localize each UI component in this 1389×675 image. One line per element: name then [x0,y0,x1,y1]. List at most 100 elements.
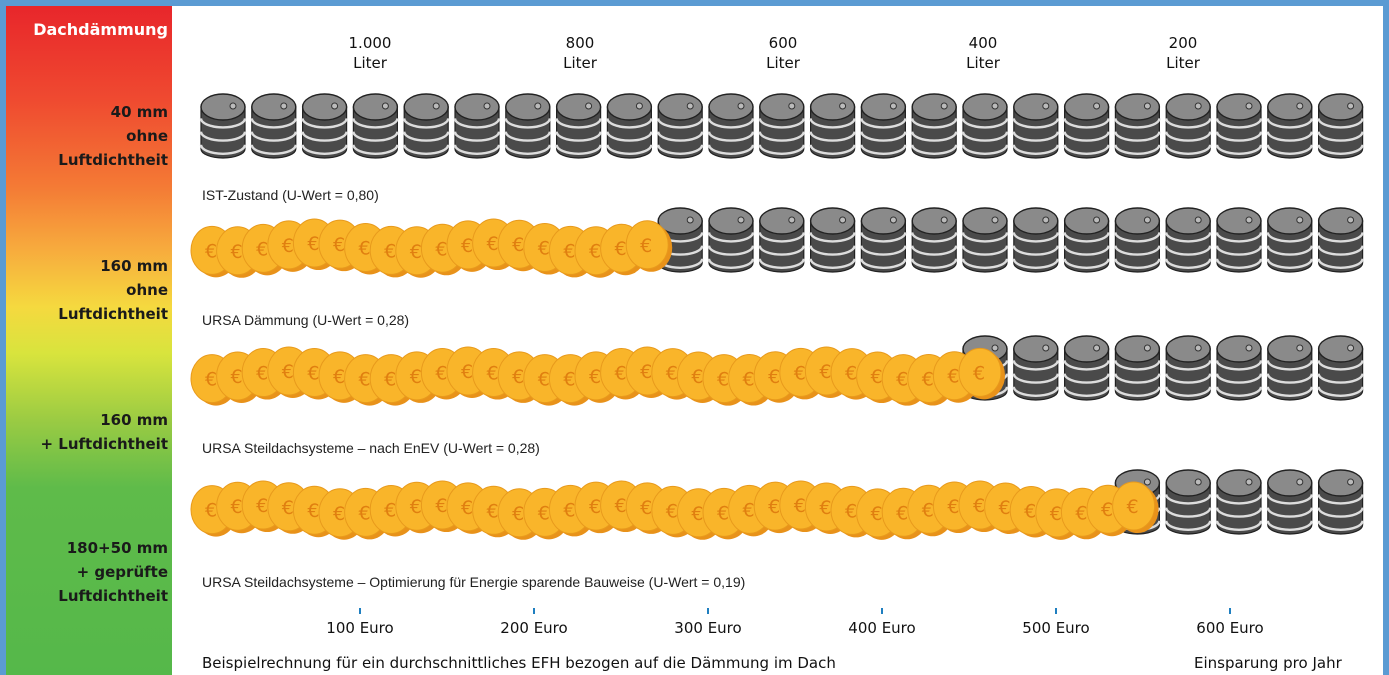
oil-barrel-icon [1317,469,1364,535]
axis-tick-label: 100 Euro [326,619,393,637]
oil-barrel-icon [1012,93,1059,159]
oil-barrel-icon [1165,469,1212,535]
oil-barrel-icon [1012,207,1059,273]
oil-barrel-icon [1215,93,1263,159]
svg-text:€: € [384,369,396,391]
level-line: Luftdichtheit [58,587,168,605]
oil-barrel-icon [1215,469,1263,535]
euro-coin-icon: € [625,220,673,272]
oil-barrel-icon [352,93,399,159]
oil-barrel-icon [961,207,1009,273]
row-label: URSA Dämmung (U-Wert = 0,28) [202,312,409,328]
axis-tick-label: 600 Euro [1196,619,1263,637]
svg-text:€: € [435,238,447,260]
row-label: URSA Steildachsysteme – Optimierung für … [202,574,745,590]
top-axis-tick-unit: Liter [966,54,1001,72]
oil-barrel-icon [1114,335,1161,401]
oil-barrel-icon [1063,335,1110,401]
svg-text:€: € [231,496,243,518]
oil-barrel-icon [1165,207,1212,273]
svg-text:€: € [589,366,601,388]
svg-text:€: € [743,499,755,521]
oil-barrel-icon [1266,93,1313,159]
oil-barrel-icon [606,93,653,159]
svg-text:€: € [666,363,678,385]
top-axis-tick-value: 200 [1169,34,1198,52]
oil-barrel-icon [301,93,348,159]
svg-text:€: € [871,503,883,525]
svg-text:€: € [307,233,319,255]
svg-text:€: € [538,238,550,260]
level-line: ohne [126,281,168,299]
oil-barrel-icon [961,93,1009,159]
svg-text:€: € [461,361,473,383]
svg-text:€: € [487,500,499,522]
svg-text:€: € [768,366,780,388]
level-line: Luftdichtheit [58,305,168,323]
svg-text:€: € [256,495,268,517]
svg-text:€: € [410,496,422,518]
svg-text:€: € [794,362,806,384]
oil-barrel-icon [758,207,805,273]
oil-barrel-icon [809,207,856,273]
oil-barrel-icon [250,93,297,159]
svg-text:€: € [819,361,831,383]
svg-text:€: € [640,361,652,383]
svg-text:€: € [512,503,524,525]
svg-text:€: € [666,500,678,522]
svg-text:€: € [1127,496,1139,518]
svg-text:€: € [999,497,1011,519]
oil-barrel-icon [911,93,958,159]
svg-text:€: € [563,369,575,391]
svg-text:€: € [1075,502,1087,524]
svg-text:€: € [487,363,499,385]
level-line: 40 mm [110,103,168,121]
oil-barrel-icon [1114,93,1161,159]
svg-text:€: € [717,502,729,524]
svg-text:€: € [845,500,857,522]
euro-coin-icon: € [958,347,1005,400]
svg-text:€: € [512,366,524,388]
top-axis-tick-unit: Liter [766,54,801,72]
oil-barrel-icon [403,93,450,159]
oil-barrel-icon [758,93,805,159]
oil-barrel-icon [199,93,247,159]
top-axis-tick-unit: Liter [563,54,598,72]
svg-text:€: € [256,238,268,260]
svg-text:€: € [461,497,473,519]
svg-text:€: € [1050,503,1062,525]
svg-text:€: € [640,497,652,519]
oil-barrel-icon [1165,93,1212,159]
svg-text:€: € [947,496,959,518]
svg-text:€: € [871,366,883,388]
svg-text:€: € [794,495,806,517]
oil-barrel-icon [707,207,755,273]
level-line: 160 mm [100,257,168,275]
svg-text:€: € [973,362,985,384]
svg-text:€: € [1101,499,1113,521]
top-axis-tick-value: 1.000 [349,34,392,52]
svg-text:€: € [282,361,294,383]
top-axis-tick-unit: Liter [353,54,388,72]
oil-barrel-icon [1266,335,1313,401]
svg-text:€: € [205,500,217,522]
svg-text:€: € [717,369,729,391]
svg-text:€: € [487,233,499,255]
svg-text:€: € [307,362,319,384]
row-label: IST-Zustand (U-Wert = 0,80) [202,187,379,203]
svg-text:€: € [1024,500,1036,522]
oil-barrel-icon [504,93,551,159]
level-label-3: 160 mm + Luftdichtheit [40,408,168,456]
svg-text:€: € [538,502,550,524]
svg-text:€: € [359,237,371,259]
oil-barrel-icon [1317,207,1364,273]
svg-text:€: € [819,497,831,519]
infographic-frame: Dachdämmung 40 mm ohne Luftdichtheit 160… [6,6,1383,675]
svg-text:€: € [640,235,652,257]
row-label: URSA Steildachsysteme – nach EnEV (U-Wer… [202,440,540,456]
axis-tick-label: 200 Euro [500,619,567,637]
oil-barrel-icon [1215,207,1263,273]
svg-text:€: € [615,362,627,384]
svg-text:€: € [333,366,345,388]
svg-text:€: € [947,366,959,388]
